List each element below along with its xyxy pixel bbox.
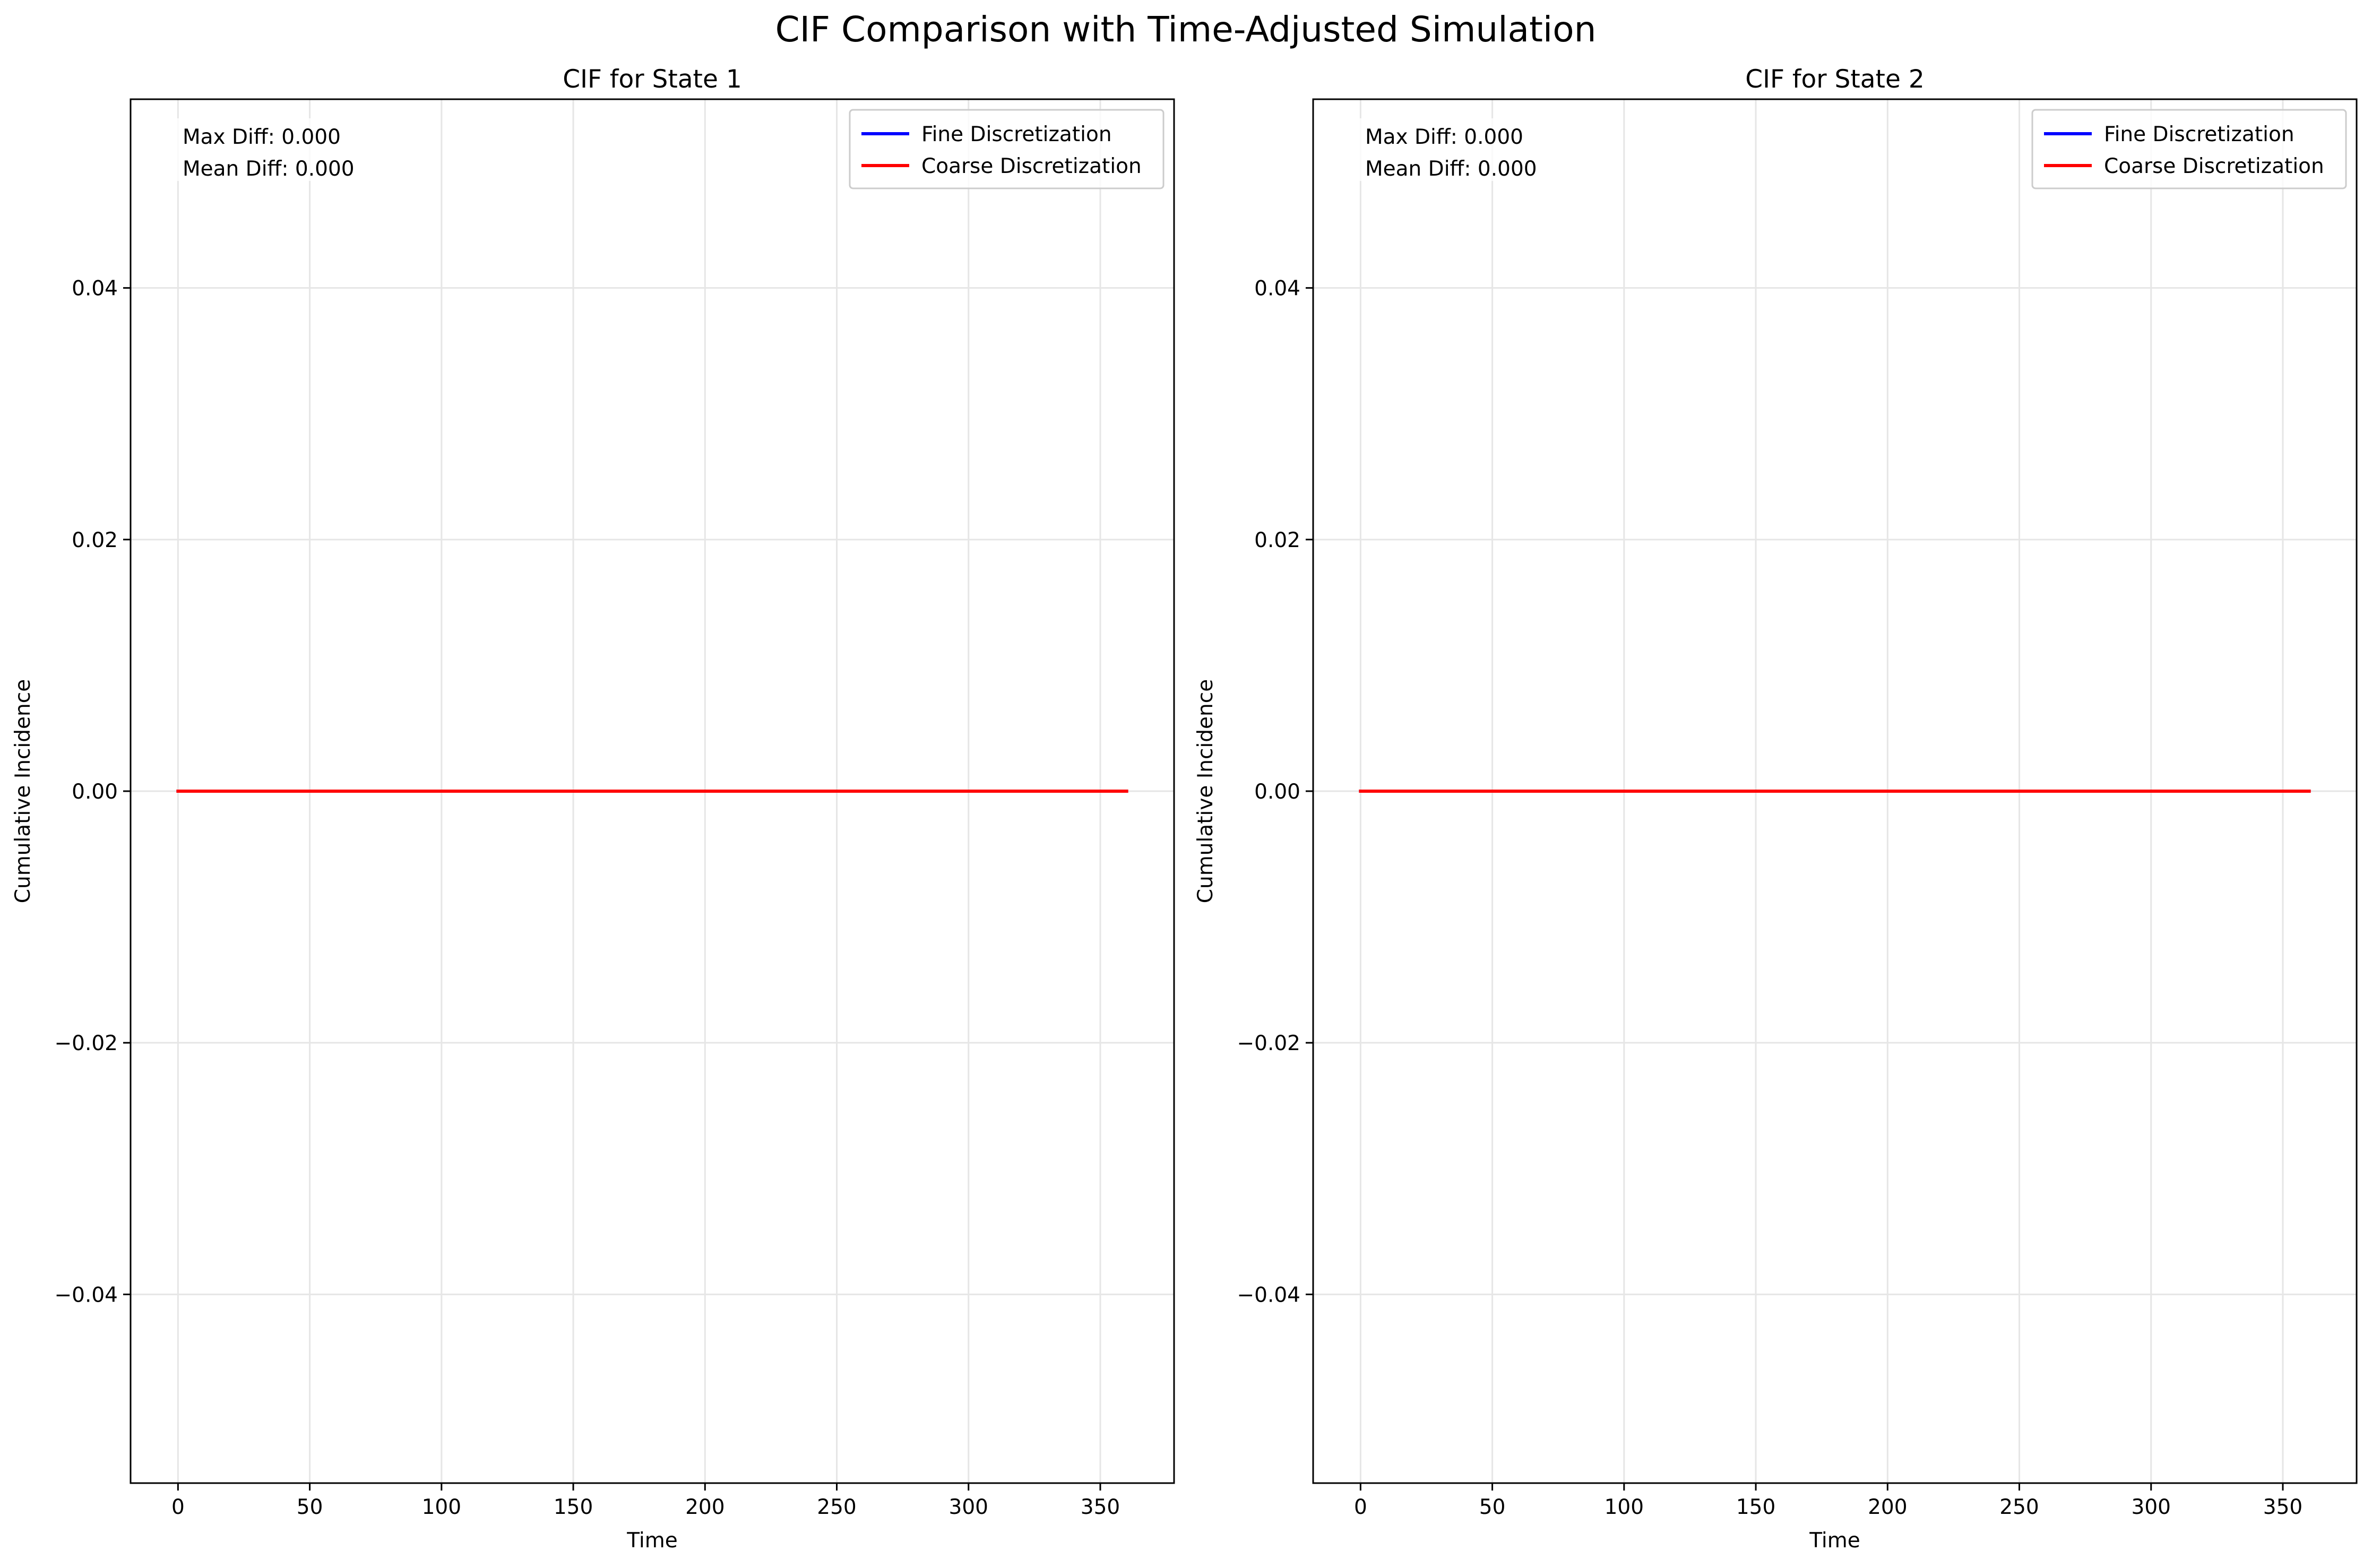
y-tick-label: −0.04 <box>1237 1283 1300 1307</box>
annotation-line: Max Diff: 0.000 <box>183 125 341 149</box>
legend-label: Coarse Discretization <box>2104 154 2324 178</box>
chart-title: CIF for State 1 <box>563 65 741 94</box>
x-tick-label: 200 <box>685 1495 724 1519</box>
legend-label: Fine Discretization <box>921 123 1112 146</box>
y-tick-label: −0.02 <box>54 1032 118 1055</box>
y-tick-label: −0.04 <box>54 1283 118 1307</box>
x-tick-label: 150 <box>554 1495 593 1519</box>
x-tick-label: 300 <box>949 1495 988 1519</box>
annotation-line: Max Diff: 0.000 <box>1365 125 1523 149</box>
figure-title: CIF Comparison with Time-Adjusted Simula… <box>775 9 1597 50</box>
x-tick-label: 300 <box>2132 1495 2171 1519</box>
x-tick-label: 150 <box>1736 1495 1775 1519</box>
y-tick-label: −0.02 <box>1237 1032 1300 1055</box>
y-tick-label: 0.04 <box>72 277 118 301</box>
x-tick-label: 0 <box>1354 1495 1367 1519</box>
y-tick-label: 0.02 <box>1254 529 1300 552</box>
x-tick-label: 250 <box>817 1495 856 1519</box>
x-tick-label: 200 <box>1868 1495 1907 1519</box>
chart-panel-2: 0 50 100 150 200 250 300 350 −0.04 −0.02 0.00 0.02 0… <box>1194 65 2358 1553</box>
x-tick-label: 350 <box>2263 1495 2302 1519</box>
legend-label: Coarse Discretization <box>921 154 1142 178</box>
y-axis-label: Cumulative Incidence <box>11 679 35 903</box>
chart-title: CIF for State 2 <box>1745 65 1924 94</box>
legend-frame <box>849 109 1165 189</box>
x-tick-label: 100 <box>422 1495 461 1519</box>
x-tick-label: 100 <box>1605 1495 1644 1519</box>
x-axis-label: Time <box>1809 1529 1860 1553</box>
y-tick-label: 0.04 <box>1254 277 1300 301</box>
y-tick-label: 0.02 <box>72 529 118 552</box>
y-axis-label: Cumulative Incidence <box>1194 679 1218 903</box>
x-tick-label: 350 <box>1081 1495 1120 1519</box>
annotation-line: Mean Diff: 0.000 <box>1365 157 1537 181</box>
x-axis-label: Time <box>626 1529 677 1553</box>
legend-label: Fine Discretization <box>2104 123 2295 146</box>
x-tick-label: 0 <box>171 1495 185 1519</box>
y-tick-label: 0.00 <box>1254 780 1300 804</box>
annotation-background <box>144 118 362 181</box>
legend-frame <box>2031 109 2347 189</box>
chart-panel-1: 0 50 100 150 200 250 300 350 −0.04 −0.02 0.00 0.02 0… <box>11 65 1175 1553</box>
annotation-background <box>1327 118 1545 181</box>
x-tick-label: 50 <box>1479 1495 1506 1519</box>
legend: Fine Discretization Coarse Discretization <box>849 109 1165 189</box>
y-tick-label: 0.00 <box>72 780 118 804</box>
x-tick-label: 250 <box>1999 1495 2039 1519</box>
diff-annotation: Max Diff: 0.000 Mean Diff: 0.000 <box>1327 118 1545 181</box>
legend: Fine Discretization Coarse Discretization <box>2031 109 2347 189</box>
x-tick-label: 50 <box>297 1495 323 1519</box>
diff-annotation: Max Diff: 0.000 Mean Diff: 0.000 <box>144 118 362 181</box>
annotation-line: Mean Diff: 0.000 <box>183 157 355 181</box>
